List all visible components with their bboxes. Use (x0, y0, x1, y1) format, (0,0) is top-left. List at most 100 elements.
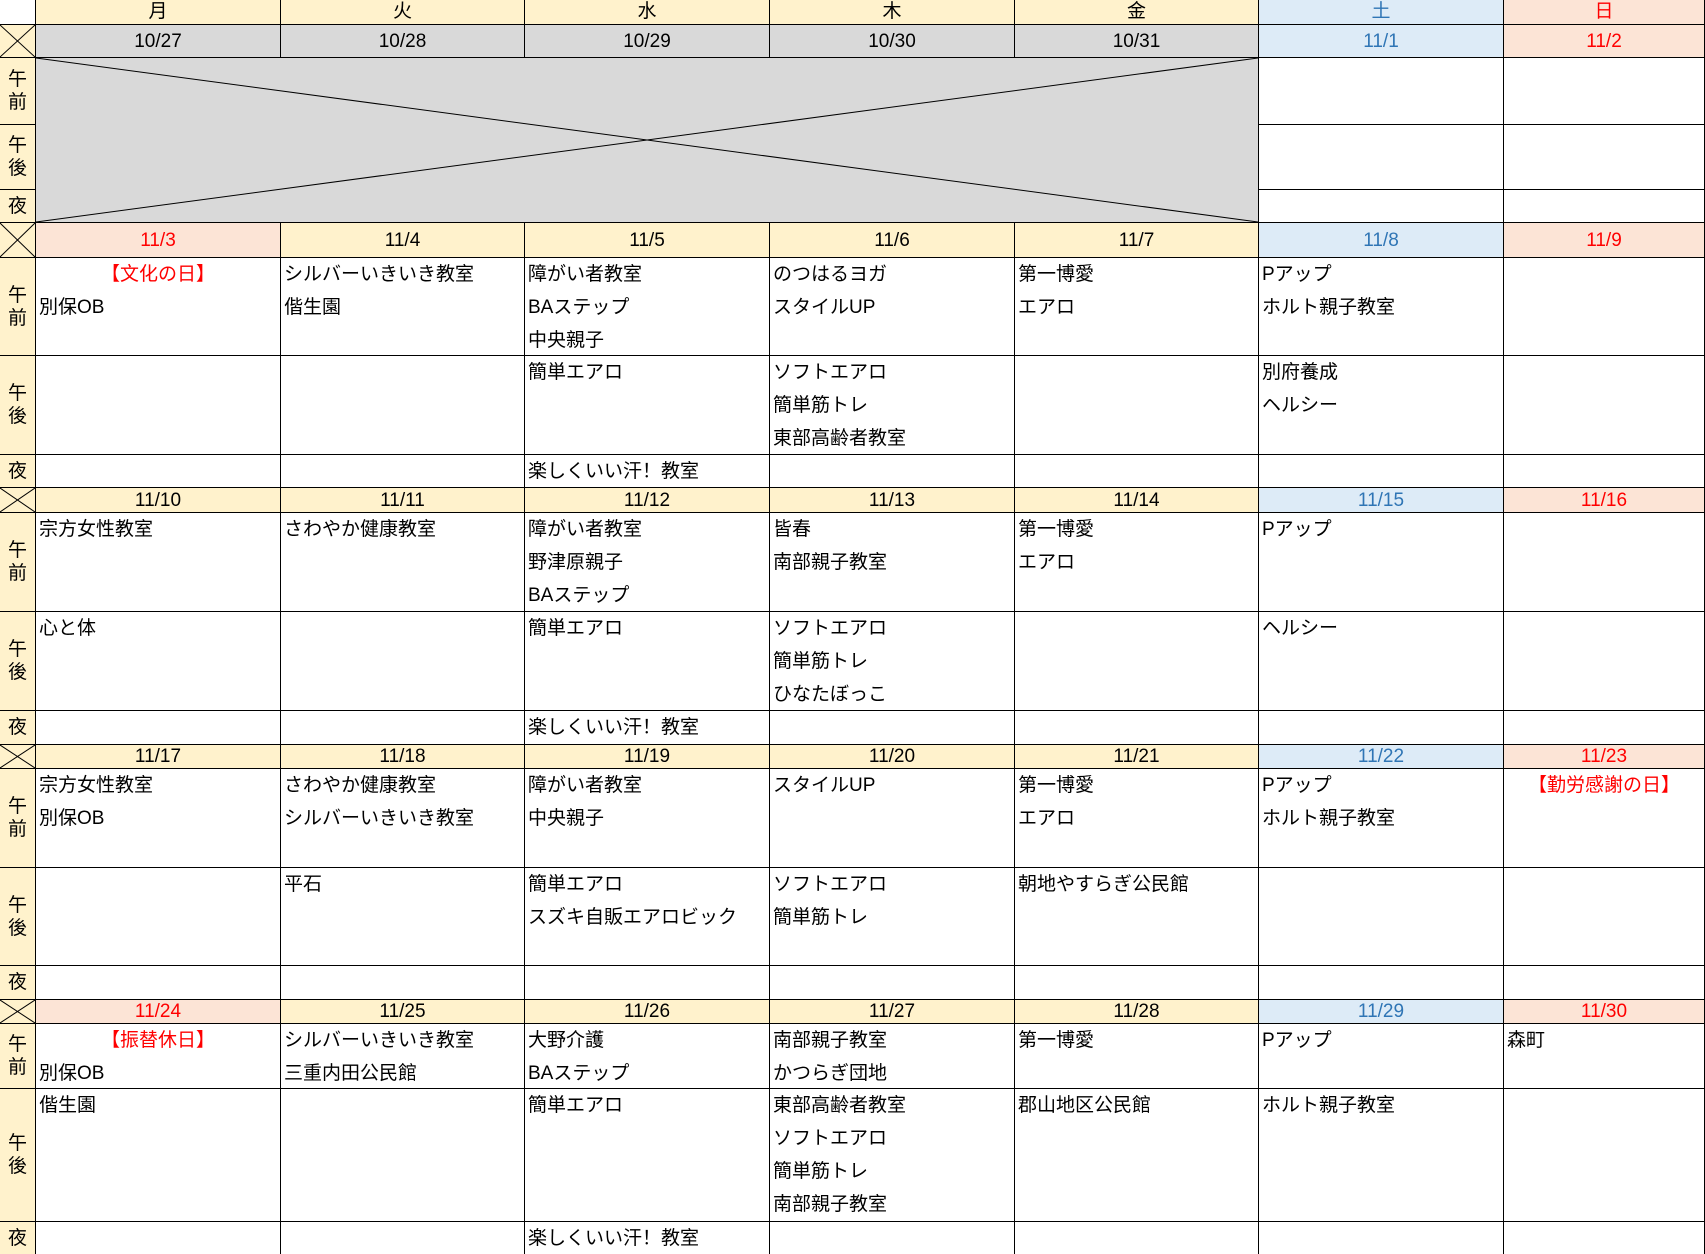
schedule-cell[interactable] (1259, 125, 1504, 190)
schedule-cell[interactable] (281, 711, 525, 745)
date-cell[interactable]: 10/30 (770, 25, 1015, 58)
schedule-cell[interactable]: スタイルUP (770, 769, 1015, 868)
schedule-cell[interactable] (281, 612, 525, 711)
date-cell[interactable]: 11/30 (1504, 1000, 1705, 1024)
schedule-cell[interactable]: ヘルシー (1259, 612, 1504, 711)
schedule-cell[interactable] (281, 1089, 525, 1222)
date-cell[interactable]: 11/8 (1259, 223, 1504, 258)
schedule-cell[interactable]: 【振替休日】 別保OB (36, 1024, 281, 1089)
schedule-cell[interactable] (36, 356, 281, 455)
schedule-cell[interactable]: さわやか健康教室 (281, 513, 525, 612)
schedule-cell[interactable] (36, 711, 281, 745)
schedule-cell[interactable] (1259, 1222, 1504, 1254)
date-cell[interactable]: 11/18 (281, 745, 525, 769)
date-cell[interactable]: 11/24 (36, 1000, 281, 1024)
date-cell[interactable]: 11/7 (1015, 223, 1259, 258)
schedule-cell[interactable] (770, 711, 1015, 745)
date-cell[interactable]: 10/29 (525, 25, 770, 58)
schedule-cell[interactable] (1504, 190, 1705, 223)
date-cell[interactable]: 11/22 (1259, 745, 1504, 769)
schedule-cell[interactable]: 平石 (281, 868, 525, 966)
date-cell[interactable]: 11/10 (36, 488, 281, 513)
schedule-cell[interactable] (770, 1222, 1015, 1254)
schedule-cell[interactable] (281, 1222, 525, 1254)
schedule-cell[interactable]: ソフトエアロ 簡単筋トレ ひなたぼっこ (770, 612, 1015, 711)
date-cell[interactable]: 11/9 (1504, 223, 1705, 258)
schedule-cell[interactable]: のつはるヨガ スタイルUP (770, 258, 1015, 356)
schedule-cell[interactable]: Pアップ (1259, 513, 1504, 612)
schedule-cell[interactable] (1259, 711, 1504, 745)
schedule-cell[interactable]: 【文化の日】 別保OB (36, 258, 281, 356)
schedule-cell[interactable]: ソフトエアロ 簡単筋トレ (770, 868, 1015, 966)
schedule-cell[interactable]: 宗方女性教室 (36, 513, 281, 612)
date-cell[interactable]: 11/21 (1015, 745, 1259, 769)
schedule-cell[interactable]: 簡単エアロ (525, 356, 770, 455)
schedule-cell[interactable]: 障がい者教室 野津原親子 BAステップ (525, 513, 770, 612)
schedule-cell[interactable] (1504, 1089, 1705, 1222)
schedule-cell[interactable] (281, 966, 525, 1000)
schedule-cell[interactable]: 簡単エアロ (525, 1089, 770, 1222)
date-cell[interactable]: 11/1 (1259, 25, 1504, 58)
schedule-cell[interactable] (1015, 612, 1259, 711)
schedule-cell[interactable] (1015, 711, 1259, 745)
schedule-cell[interactable]: 楽しくいい汗！教室 (525, 711, 770, 745)
date-cell[interactable]: 11/13 (770, 488, 1015, 513)
schedule-cell[interactable] (1504, 125, 1705, 190)
schedule-cell[interactable]: 東部高齢者教室 ソフトエアロ 簡単筋トレ 南部親子教室 (770, 1089, 1015, 1222)
date-cell[interactable]: 11/16 (1504, 488, 1705, 513)
schedule-cell[interactable]: 朝地やすらぎ公民館 (1015, 868, 1259, 966)
schedule-cell[interactable] (1504, 513, 1705, 612)
schedule-cell[interactable] (770, 966, 1015, 1000)
schedule-cell[interactable]: 障がい者教室 BAステップ 中央親子 (525, 258, 770, 356)
schedule-cell[interactable]: 第一博愛 (1015, 1024, 1259, 1089)
schedule-cell[interactable]: 【勤労感謝の日】 (1504, 769, 1705, 868)
date-cell[interactable]: 11/17 (36, 745, 281, 769)
schedule-cell[interactable] (36, 868, 281, 966)
date-cell[interactable]: 11/23 (1504, 745, 1705, 769)
date-cell[interactable]: 11/6 (770, 223, 1015, 258)
schedule-cell[interactable] (281, 356, 525, 455)
date-cell[interactable]: 10/28 (281, 25, 525, 58)
schedule-cell[interactable] (1504, 1222, 1705, 1254)
schedule-cell[interactable]: ホルト親子教室 (1259, 1089, 1504, 1222)
date-cell[interactable]: 11/11 (281, 488, 525, 513)
schedule-cell[interactable]: Pアップ ホルト親子教室 (1259, 769, 1504, 868)
date-cell[interactable]: 10/27 (36, 25, 281, 58)
schedule-cell[interactable] (1015, 356, 1259, 455)
schedule-cell[interactable]: 郡山地区公民館 (1015, 1089, 1259, 1222)
date-cell[interactable]: 11/19 (525, 745, 770, 769)
schedule-cell[interactable] (1259, 966, 1504, 1000)
schedule-cell[interactable]: 宗方女性教室 別保OB (36, 769, 281, 868)
schedule-cell[interactable]: さわやか健康教室 シルバーいきいき教室 (281, 769, 525, 868)
schedule-cell[interactable]: Pアップ (1259, 1024, 1504, 1089)
schedule-cell[interactable] (1504, 258, 1705, 356)
schedule-cell[interactable]: 心と体 (36, 612, 281, 711)
schedule-cell[interactable]: 第一博愛 エアロ (1015, 258, 1259, 356)
date-cell[interactable]: 11/4 (281, 223, 525, 258)
schedule-cell[interactable]: 森町 (1504, 1024, 1705, 1089)
schedule-cell[interactable] (36, 966, 281, 1000)
schedule-cell[interactable] (1259, 868, 1504, 966)
schedule-cell[interactable]: 楽しくいい汗！教室 (525, 1222, 770, 1254)
schedule-cell[interactable]: Pアップ ホルト親子教室 (1259, 258, 1504, 356)
schedule-cell[interactable]: 楽しくいい汗！教室 (525, 455, 770, 488)
schedule-cell[interactable]: 障がい者教室 中央親子 (525, 769, 770, 868)
schedule-cell[interactable] (1504, 711, 1705, 745)
date-cell[interactable]: 10/31 (1015, 25, 1259, 58)
date-cell[interactable]: 11/12 (525, 488, 770, 513)
date-cell[interactable]: 11/15 (1259, 488, 1504, 513)
schedule-cell[interactable]: 第一博愛 エアロ (1015, 513, 1259, 612)
date-cell[interactable]: 11/2 (1504, 25, 1705, 58)
schedule-cell[interactable] (1504, 966, 1705, 1000)
schedule-cell[interactable]: ソフトエアロ 簡単筋トレ 東部高齢者教室 (770, 356, 1015, 455)
schedule-cell[interactable] (1259, 58, 1504, 125)
date-cell[interactable]: 11/14 (1015, 488, 1259, 513)
date-cell[interactable]: 11/25 (281, 1000, 525, 1024)
date-cell[interactable]: 11/3 (36, 223, 281, 258)
schedule-cell[interactable] (770, 455, 1015, 488)
schedule-cell[interactable]: 大野介護 BAステップ (525, 1024, 770, 1089)
schedule-cell[interactable] (36, 1222, 281, 1254)
schedule-cell[interactable] (1259, 190, 1504, 223)
schedule-cell[interactable]: 南部親子教室 かつらぎ団地 (770, 1024, 1015, 1089)
date-cell[interactable]: 11/29 (1259, 1000, 1504, 1024)
